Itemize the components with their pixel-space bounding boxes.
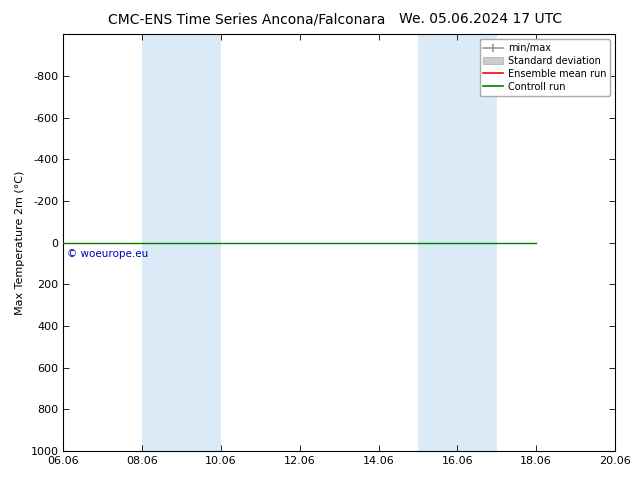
Y-axis label: Max Temperature 2m (°C): Max Temperature 2m (°C) [15, 171, 25, 315]
Text: CMC-ENS Time Series Ancona/Falconara: CMC-ENS Time Series Ancona/Falconara [108, 12, 385, 26]
Bar [418, 34, 497, 451]
Text: We. 05.06.2024 17 UTC: We. 05.06.2024 17 UTC [399, 12, 562, 26]
Bar [142, 34, 221, 451]
Legend: min/max, Standard deviation, Ensemble mean run, Controll run: min/max, Standard deviation, Ensemble me… [479, 39, 610, 96]
Text: © woeurope.eu: © woeurope.eu [67, 249, 148, 259]
